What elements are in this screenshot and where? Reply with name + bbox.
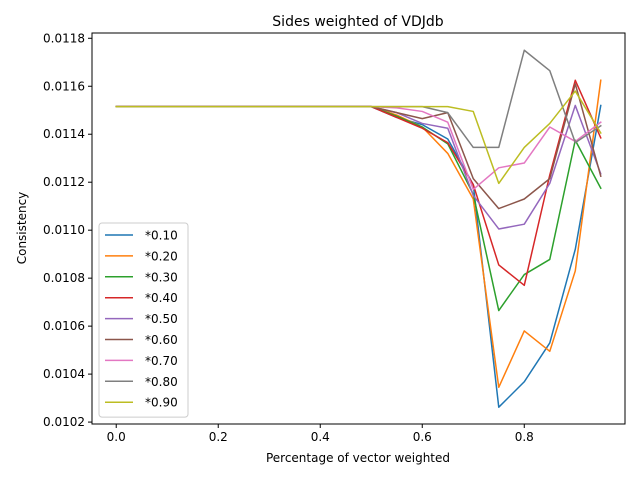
legend-label: *0.60	[145, 333, 178, 347]
y-tick-label: 0.0112	[43, 175, 85, 189]
x-tick-label: 0.4	[311, 430, 330, 444]
series-line-6	[115, 83, 602, 210]
x-tick-label: 0.2	[209, 430, 228, 444]
y-axis-label: Consistency	[15, 192, 29, 265]
legend-label: *0.80	[145, 375, 178, 389]
legend-label: *0.40	[145, 291, 178, 305]
x-axis-label: Percentage of vector weighted	[266, 451, 450, 465]
series-line-5	[115, 104, 602, 230]
y-tick-label: 0.0114	[43, 127, 85, 141]
legend-label: *0.30	[145, 270, 178, 284]
series-line-4	[115, 79, 602, 287]
y-tick-label: 0.0116	[43, 79, 85, 93]
chart-title: Sides weighted of VDJdb	[272, 14, 443, 30]
series-line-8	[115, 49, 602, 149]
plot-lines	[115, 49, 602, 408]
legend: *0.10 *0.20 *0.30 *0.40 *0.50 *0.60 *0.70 *0.80…	[98, 222, 189, 418]
y-tick-label: 0.0106	[43, 319, 85, 333]
legend-label: *0.10	[145, 229, 178, 243]
x-tick-label: 0.6	[413, 430, 432, 444]
x-tick-label: 0.0	[107, 430, 126, 444]
legend-label: *0.90	[145, 396, 178, 410]
series-line-2	[115, 79, 602, 389]
y-tick-label: 0.0118	[43, 31, 85, 45]
y-axis: 0.0102 0.0104 0.0106 0.0108 0.0110 0.0112 0.01…	[43, 31, 92, 429]
series-line-7	[115, 105, 602, 191]
series-line-1	[115, 104, 602, 408]
y-tick-label: 0.0104	[43, 367, 85, 381]
legend-label: *0.20	[145, 249, 178, 263]
series-line-3	[115, 105, 602, 312]
x-axis: 0.0 0.2 0.4 0.6 0.8	[107, 424, 534, 444]
y-tick-label: 0.0110	[43, 223, 85, 237]
legend-label: *0.50	[145, 312, 178, 326]
x-tick-label: 0.8	[515, 430, 534, 444]
plot-frame	[91, 32, 626, 425]
y-tick-label: 0.0108	[43, 271, 85, 285]
y-tick-label: 0.0102	[43, 415, 85, 429]
series-line-9	[115, 90, 602, 185]
legend-label: *0.70	[145, 354, 178, 368]
legend-frame	[98, 222, 189, 418]
